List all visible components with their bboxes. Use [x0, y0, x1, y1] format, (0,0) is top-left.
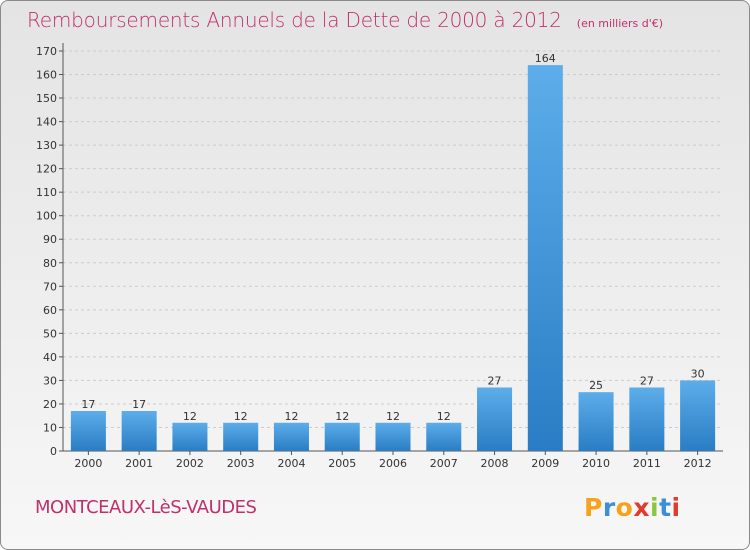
- bar: [121, 411, 157, 451]
- chart-title: Remboursements Annuels de la Dette de 20…: [27, 8, 562, 32]
- logo-letter: x: [633, 493, 650, 522]
- bar-value-label: 27: [488, 374, 502, 387]
- bar-value-label: 27: [640, 374, 654, 387]
- y-tick-label: 20: [43, 398, 57, 411]
- y-tick-label: 60: [43, 304, 57, 317]
- y-tick-label: 10: [43, 421, 57, 434]
- x-tick-label: 2000: [74, 457, 102, 470]
- bar: [680, 380, 716, 451]
- logo-letter: r: [602, 493, 616, 522]
- bar-value-label: 12: [234, 410, 248, 423]
- logo-letter: P: [584, 493, 603, 522]
- label-layer: 17 2000 17 2001 12 2002 12 2003 12 2004 12 2005 12 20…: [74, 52, 711, 470]
- bar-value-label: 30: [691, 367, 705, 380]
- x-tick-label: 2011: [633, 457, 661, 470]
- bar-value-label: 12: [437, 410, 451, 423]
- bar-value-label: 25: [589, 379, 603, 392]
- x-tick-label: 2009: [531, 457, 559, 470]
- y-tick-label: 140: [36, 116, 57, 129]
- y-tick-label: 70: [43, 280, 57, 293]
- y-tick-label: 130: [36, 139, 57, 152]
- bar-value-label: 17: [132, 398, 146, 411]
- x-tick-label: 2005: [328, 457, 356, 470]
- bar-value-label: 12: [335, 410, 349, 423]
- y-tick-label: 170: [36, 45, 57, 58]
- x-tick-label: 2004: [277, 457, 305, 470]
- bar: [172, 422, 208, 451]
- x-tick-label: 2006: [379, 457, 407, 470]
- x-tick-label: 2012: [684, 457, 712, 470]
- bar: [324, 422, 360, 451]
- y-tick-label: 40: [43, 351, 57, 364]
- y-tick-label: 100: [36, 210, 57, 223]
- bar-value-label: 164: [535, 52, 556, 65]
- logo-letter: i: [671, 493, 681, 522]
- title-row: Remboursements Annuels de la Dette de 20…: [27, 8, 663, 32]
- y-tick-label: 150: [36, 92, 57, 105]
- x-tick-label: 2007: [430, 457, 458, 470]
- y-tick-label: 0: [50, 445, 57, 458]
- bar-value-label: 12: [183, 410, 197, 423]
- y-tick-label: 50: [43, 327, 57, 340]
- x-tick-label: 2002: [176, 457, 204, 470]
- y-tick-label: 90: [43, 233, 57, 246]
- logo-letter: t: [659, 493, 672, 522]
- x-tick-label: 2003: [227, 457, 255, 470]
- logo-letter: i: [650, 493, 660, 522]
- x-tick-label: 2010: [582, 457, 610, 470]
- x-tick-label: 2008: [481, 457, 509, 470]
- bar: [223, 422, 259, 451]
- proxiti-logo[interactable]: Proxiti: [584, 493, 681, 522]
- y-tick-label: 120: [36, 163, 57, 176]
- y-tick-label: 30: [43, 374, 57, 387]
- bar-value-label: 17: [81, 398, 95, 411]
- bar: [477, 387, 513, 451]
- bar: [527, 65, 563, 451]
- commune-name: MONTCEAUX-LèS-VAUDES: [35, 497, 257, 518]
- bar-layer: [70, 65, 716, 451]
- y-tick-label: 80: [43, 257, 57, 270]
- bar: [426, 422, 462, 451]
- x-tick-label: 2001: [125, 457, 153, 470]
- bar: [578, 392, 614, 451]
- bar: [273, 422, 309, 451]
- bar: [70, 411, 106, 451]
- bar: [375, 422, 411, 451]
- y-tick-label: 160: [36, 69, 57, 82]
- axis-layer: 0 10 20 30 40 50 60 70 80 90 100 110 120 130 140 150 160…: [36, 43, 723, 458]
- y-tick-label: 110: [36, 186, 57, 199]
- chart-unit: (en milliers d'€): [576, 17, 664, 30]
- bar-value-label: 12: [386, 410, 400, 423]
- bar-value-label: 12: [284, 410, 298, 423]
- logo-letter: o: [615, 493, 634, 522]
- bar: [629, 387, 665, 451]
- grid-layer: [63, 50, 723, 428]
